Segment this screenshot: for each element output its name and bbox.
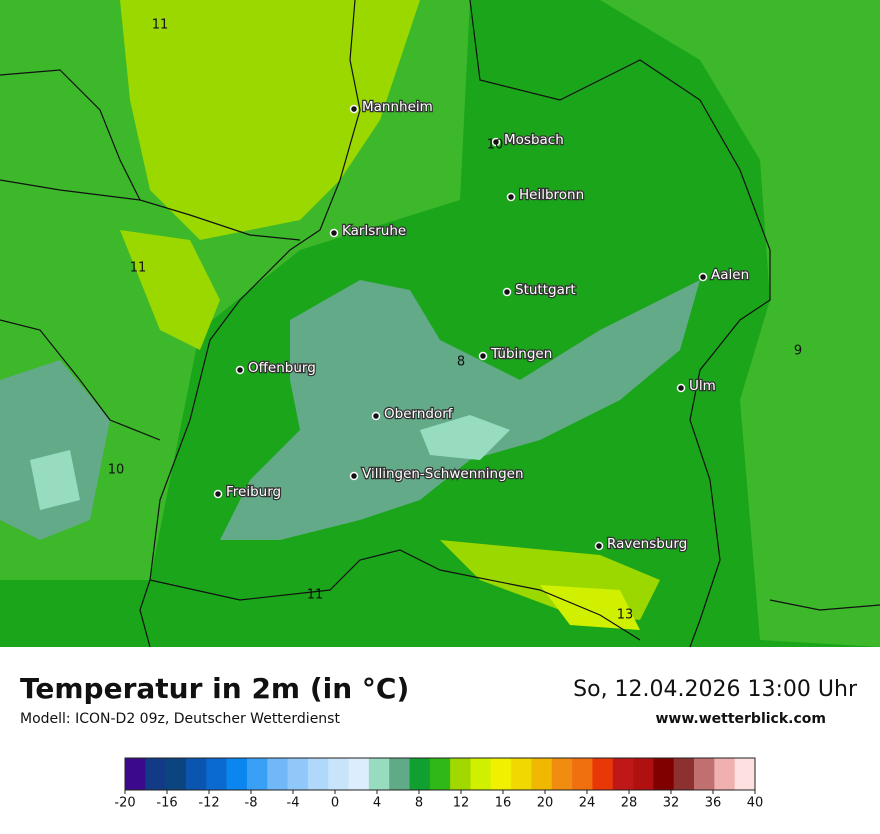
contour-labels: 11 11 10 8 9 10 11 13 — [108, 18, 802, 623]
city-dot — [371, 411, 381, 421]
colorbar-tick-label: -8 — [245, 796, 258, 811]
contour-label: 9 — [794, 344, 802, 359]
colorbar-tick-label: 32 — [663, 796, 680, 811]
colorbar-swatch — [348, 758, 370, 790]
city-label: Karlsruhe — [342, 223, 406, 239]
colorbar-swatch — [734, 758, 756, 790]
city-dot — [349, 471, 359, 481]
colorbar-swatch — [592, 758, 614, 790]
city-dot — [506, 192, 516, 202]
city-label: Stuttgart — [515, 282, 576, 298]
website: www.wetterblick.com — [656, 711, 827, 727]
city-dot — [491, 137, 501, 147]
colorbar-swatch — [490, 758, 512, 790]
colorbar-swatch — [714, 758, 735, 790]
city-dot — [502, 287, 512, 297]
city-label: Freiburg — [226, 484, 281, 500]
city-label: Mosbach — [504, 132, 564, 148]
colorbar: -20 -16 -12 -8 -4 0 4 8 12 16 20 24 28 32 36 40 — [114, 757, 764, 811]
colorbar-tick-label: 12 — [453, 796, 470, 811]
colorbar-swatch — [633, 758, 654, 790]
contour-label: 11 — [130, 261, 147, 276]
colorbar-tick-label: 0 — [331, 796, 339, 811]
title: Temperatur in 2m (in °C) — [20, 672, 409, 705]
colorbar-swatch — [572, 758, 593, 790]
colorbar-tick-label: 8 — [415, 796, 423, 811]
city-dot — [235, 365, 245, 375]
colorbar-tick-label: -12 — [198, 796, 219, 811]
colorbar-swatch — [470, 758, 492, 790]
city-dot — [329, 228, 339, 238]
colorbar-tick-label: 16 — [495, 796, 512, 811]
colorbar-swatch — [368, 758, 390, 790]
colorbar-swatch — [165, 758, 187, 790]
city-label: Mannheim — [362, 99, 433, 115]
datetime: So, 12.04.2026 13:00 Uhr — [573, 677, 858, 702]
colorbar-swatch — [267, 758, 288, 790]
city-label: Heilbronn — [519, 187, 584, 203]
city-label: Oberndorf — [384, 406, 454, 422]
city-label: Ulm — [689, 378, 716, 394]
colorbar-tick-label: 40 — [747, 796, 764, 811]
contour-label: 11 — [307, 588, 324, 603]
colorbar-swatch — [450, 758, 471, 790]
colorbar-swatch — [287, 758, 309, 790]
colorbar-tick-label: 20 — [537, 796, 554, 811]
city-dot — [478, 351, 488, 361]
city-label: Offenburg — [248, 360, 316, 376]
city-label: Ravensburg — [607, 536, 687, 552]
contour-label: 10 — [108, 463, 125, 478]
colorbar-tick-label: -4 — [287, 796, 300, 811]
colorbar-swatch — [551, 758, 573, 790]
colorbar-swatch — [511, 758, 532, 790]
header: Temperatur in 2m (in °C) Modell: ICON-D2… — [20, 672, 858, 727]
colorbar-swatch — [653, 758, 675, 790]
colorbar-swatch — [307, 758, 329, 790]
city-dot — [594, 541, 604, 551]
contour-label: 8 — [457, 355, 465, 370]
city-dot — [676, 383, 686, 393]
colorbar-frame — [124, 757, 756, 791]
colorbar-swatch — [389, 758, 410, 790]
contour-label: 10 — [487, 138, 504, 153]
contour-label: 13 — [617, 608, 634, 623]
city-dot — [349, 104, 359, 114]
city-dot — [213, 489, 223, 499]
colorbar-swatch — [246, 758, 268, 790]
colorbar-swatch — [531, 758, 553, 790]
city-label: Villingen-Schwenningen — [362, 466, 524, 482]
colorbar-swatch — [125, 758, 146, 790]
city-label: Tübingen — [490, 346, 552, 362]
colorbar-swatch — [409, 758, 431, 790]
colorbar-swatch — [612, 758, 634, 790]
colorbar-tick-label: -20 — [114, 796, 135, 811]
colorbar-swatch — [145, 758, 166, 790]
colorbar-tick-label: 4 — [373, 796, 381, 811]
colorbar-swatch — [185, 758, 207, 790]
contour-label: 11 — [152, 18, 169, 33]
city-labels: Mannheim Mosbach Heilbronn Karlsruhe Aalen St… — [213, 98, 750, 553]
map — [0, 0, 880, 648]
colorbar-tick-label: 24 — [579, 796, 596, 811]
colorbar-tick-label: 36 — [705, 796, 722, 811]
colorbar-swatch — [206, 758, 227, 790]
colorbar-tick-label: 28 — [621, 796, 638, 811]
colorbar-swatch — [673, 758, 695, 790]
city-label: Aalen — [711, 267, 749, 283]
colorbar-swatch — [328, 758, 349, 790]
city-dot — [698, 272, 708, 282]
colorbar-tick-label: -16 — [156, 796, 177, 811]
colorbar-swatch — [694, 758, 715, 790]
colorbar-swatch — [429, 758, 451, 790]
colorbar-swatch — [226, 758, 248, 790]
subtitle: Modell: ICON-D2 09z, Deutscher Wetterdie… — [20, 711, 340, 727]
